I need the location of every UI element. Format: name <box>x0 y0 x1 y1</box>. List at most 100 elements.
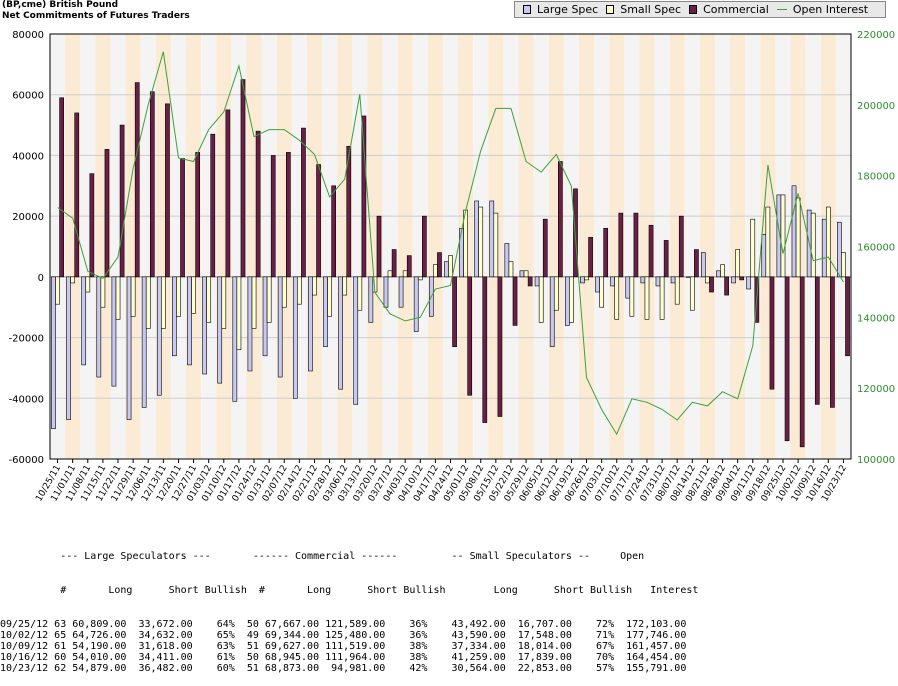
column-band <box>427 34 443 459</box>
bar-commercial <box>437 252 442 278</box>
bar-commercial <box>270 155 276 278</box>
y-right-tick-label: 100000 <box>857 455 895 466</box>
legend-item-small-spec: Small Spec <box>606 3 681 16</box>
bar-large-spec <box>821 218 827 278</box>
y-left-tick-label: 40000 <box>12 151 44 162</box>
bar-large-spec <box>731 276 736 284</box>
bar-large-spec <box>126 276 132 420</box>
bar-large-spec <box>277 276 283 378</box>
bar-small-spec <box>176 276 181 317</box>
bar-small-spec <box>342 276 348 296</box>
bar-small-spec <box>599 276 604 308</box>
table-header-columns: # Long Short Bullish # Long Short Bullis… <box>0 585 699 597</box>
bar-commercial <box>497 276 503 417</box>
bar-large-spec <box>670 276 676 284</box>
bar-small-spec <box>191 276 196 314</box>
bar-commercial <box>119 124 125 278</box>
bar-commercial <box>149 91 155 278</box>
bar-commercial <box>799 276 805 448</box>
bar-commercial <box>376 215 382 278</box>
bar-small-spec <box>221 276 227 329</box>
bar-commercial <box>225 109 231 278</box>
bar-commercial <box>285 152 291 278</box>
bar-commercial <box>301 127 306 278</box>
y-left-tick-label: 0 <box>38 273 44 284</box>
bar-small-spec <box>100 276 106 308</box>
bar-commercial <box>588 237 593 278</box>
bar-small-spec <box>765 206 771 278</box>
bar-commercial <box>784 276 790 442</box>
column-band <box>442 34 459 459</box>
column-band <box>684 34 700 459</box>
y-right-tick-label: 160000 <box>857 243 895 254</box>
bar-large-spec <box>444 261 449 278</box>
bar-small-spec <box>493 212 499 278</box>
bar-small-spec <box>130 276 136 317</box>
bar-commercial <box>558 161 563 278</box>
bar-small-spec <box>584 276 589 281</box>
y-right-tick-label: 220000 <box>857 30 895 41</box>
chart-title-line-2: Net Commitments of Futures Traders <box>2 11 190 21</box>
bar-large-spec <box>564 276 570 326</box>
bar-large-spec <box>217 276 223 384</box>
bar-large-spec <box>172 276 177 357</box>
bar-large-spec <box>202 276 207 375</box>
legend-label-open-interest: Open Interest <box>792 3 869 16</box>
bar-small-spec <box>236 276 242 351</box>
column-band <box>699 34 715 459</box>
column-band <box>367 34 383 459</box>
bar-large-spec <box>761 234 767 278</box>
bar-small-spec <box>387 270 393 278</box>
bar-small-spec <box>629 276 635 317</box>
bar-large-spec <box>338 276 343 390</box>
column-band <box>533 34 549 459</box>
legend-item-commercial: Commercial <box>689 3 769 16</box>
bar-commercial <box>59 97 64 278</box>
column-band <box>639 34 655 459</box>
bar-small-spec <box>115 276 121 320</box>
bar-large-spec <box>353 276 359 405</box>
table-row: 10/16/12 60 54,010.00 34,411.00 61% 50 6… <box>0 652 687 664</box>
bar-small-spec <box>825 206 831 278</box>
bar-large-spec <box>625 276 631 299</box>
bar-large-spec <box>716 270 721 278</box>
line-open-interest <box>57 51 844 436</box>
bar-small-spec <box>297 276 302 305</box>
bar-small-spec <box>689 276 695 311</box>
bar-commercial <box>633 212 639 278</box>
bar-large-spec <box>398 276 404 308</box>
column-band <box>503 34 519 459</box>
chart-title-line-1: (BP,cme) British Pound <box>2 0 119 10</box>
bar-large-spec <box>368 276 374 323</box>
bar-commercial <box>814 276 820 405</box>
bar-large-spec <box>232 276 238 402</box>
y-left-tick-label: -60000 <box>9 455 44 466</box>
y-left-tick-label: 20000 <box>12 212 44 223</box>
column-band <box>594 34 610 459</box>
bar-large-spec <box>187 276 192 366</box>
column-band <box>412 34 428 459</box>
column-band <box>322 34 338 459</box>
bar-small-spec <box>508 261 514 278</box>
bar-large-spec <box>66 276 71 420</box>
column-band <box>714 34 731 459</box>
bar-commercial <box>195 152 200 278</box>
y-right-tick-label: 200000 <box>857 101 895 112</box>
y-right-tick-label: 180000 <box>857 172 895 183</box>
bar-commercial <box>542 218 548 278</box>
bar-small-spec <box>251 276 257 329</box>
y-left-tick-label: 80000 <box>12 30 44 41</box>
bar-small-spec <box>357 276 363 311</box>
bar-large-spec <box>837 221 842 278</box>
bar-large-spec <box>534 276 540 287</box>
bar-commercial <box>724 276 729 296</box>
y-left-tick-label: 60000 <box>12 91 44 102</box>
table-header-groups: --- Large Speculators --- ------ Commerc… <box>0 551 645 563</box>
bar-commercial <box>467 276 473 396</box>
bar-small-spec <box>705 276 710 284</box>
bar-commercial <box>391 249 397 278</box>
bar-small-spec <box>614 276 620 320</box>
bar-commercial <box>603 227 609 278</box>
y-left-tick-label: -20000 <box>9 334 44 345</box>
bar-commercial <box>406 255 412 278</box>
